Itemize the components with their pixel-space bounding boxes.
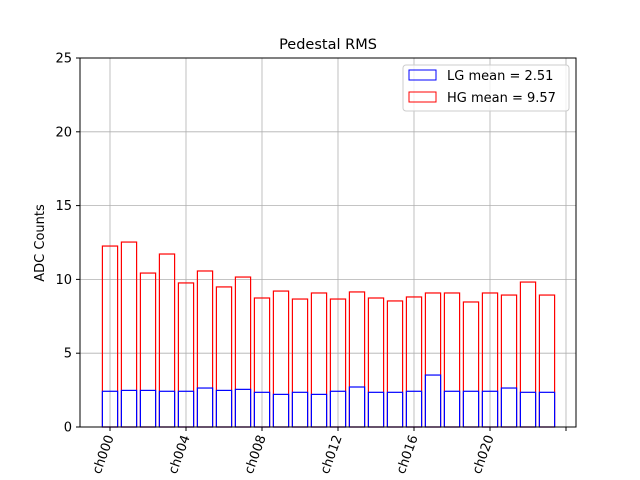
y-tick-label: 15	[55, 199, 72, 214]
x-tick-label: ch016	[394, 433, 422, 476]
legend-box	[402, 64, 570, 112]
bar-hg-ch003	[158, 253, 176, 428]
bar-lg-ch013	[348, 386, 366, 428]
bar-hg-ch021	[500, 294, 518, 428]
legend: LG mean = 2.51 HG mean = 9.57	[402, 64, 570, 112]
legend-label-hg: HG mean = 9.57	[447, 91, 556, 106]
bar-hg-ch014	[367, 297, 385, 428]
bar-lg-ch003	[158, 390, 176, 428]
bar-hg-ch002	[139, 272, 157, 428]
bar-lg-ch009	[272, 393, 290, 428]
y-tick-label: 5	[64, 347, 72, 362]
bar-lg-ch007	[234, 388, 252, 428]
bar-lg-ch002	[139, 389, 157, 428]
bar-lg-ch019	[462, 390, 480, 428]
bar-lg-ch017	[424, 374, 442, 428]
y-tick-label: 0	[64, 421, 72, 436]
bar-lg-ch018	[443, 390, 461, 428]
plot-frame	[79, 57, 577, 428]
bar-lg-ch022	[519, 391, 537, 428]
bar-hg-ch017	[424, 292, 442, 428]
legend-swatch-lg	[408, 69, 437, 81]
bar-hg-ch005	[196, 270, 214, 428]
bar-hg-ch018	[443, 292, 461, 428]
legend-swatch-hg	[408, 91, 437, 103]
bar-lg-ch005	[196, 387, 214, 428]
bar-lg-ch006	[215, 389, 233, 428]
bar-hg-ch009	[272, 290, 290, 428]
chart-title: Pedestal RMS	[279, 37, 377, 53]
x-tick-label: ch004	[166, 433, 194, 476]
x-tick-label: ch020	[470, 433, 498, 476]
bar-lg-ch021	[500, 387, 518, 428]
x-tick-label: ch000	[90, 433, 118, 476]
x-tick-label: ch008	[242, 433, 270, 476]
bar-hg-ch011	[310, 292, 328, 428]
y-tick-label: 25	[55, 52, 72, 67]
bar-lg-ch014	[367, 391, 385, 428]
bars	[101, 241, 556, 428]
ticks: 0 5 10 15 20 25 ch000 ch004 ch008 ch012 ch016 ch020	[55, 52, 567, 476]
bar-lg-ch023	[538, 391, 556, 428]
bar-hg-ch022	[519, 281, 537, 428]
bar-hg-ch007	[234, 276, 252, 428]
y-tick-label: 10	[55, 273, 72, 288]
bar-hg-ch013	[348, 291, 366, 428]
bar-hg-ch006	[215, 286, 233, 428]
bar-hg-ch023	[538, 294, 556, 428]
legend-label-lg: LG mean = 2.51	[447, 69, 553, 84]
bar-lg-ch001	[120, 389, 138, 428]
bar-lg-ch011	[310, 393, 328, 428]
bar-hg-ch019	[462, 301, 480, 428]
bar-lg-ch010	[291, 391, 309, 428]
bar-hg-ch015	[386, 300, 404, 428]
x-tick-label: ch012	[318, 433, 346, 476]
y-axis-label: ADC Counts	[33, 204, 48, 282]
bar-hg-ch001	[120, 241, 138, 428]
bar-lg-ch015	[386, 391, 404, 428]
y-tick-label: 20	[55, 125, 72, 140]
bar-hg-ch010	[291, 298, 309, 428]
